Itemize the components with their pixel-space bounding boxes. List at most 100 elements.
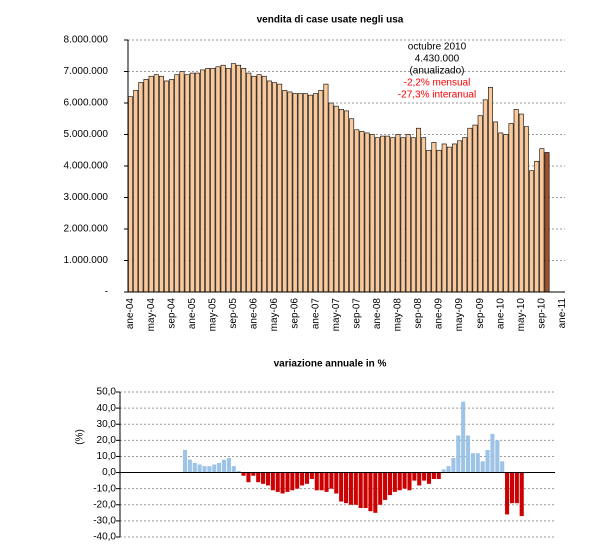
bar bbox=[179, 71, 185, 293]
bar bbox=[314, 472, 319, 491]
x-tick-label: sep-09 bbox=[475, 298, 486, 329]
bar bbox=[265, 472, 271, 486]
x-tick-label: may-10 bbox=[516, 298, 527, 332]
bar bbox=[246, 472, 251, 483]
bar bbox=[359, 131, 365, 293]
bar bbox=[364, 132, 370, 293]
bar bbox=[251, 75, 257, 293]
bar bbox=[500, 461, 505, 473]
bar bbox=[518, 113, 524, 293]
bar bbox=[241, 472, 246, 476]
y-tick-label: 8.000.000 bbox=[64, 35, 109, 46]
x-tick-label: ane-04 bbox=[125, 298, 136, 330]
y-tick-label: 2.000.000 bbox=[64, 224, 109, 235]
bar bbox=[202, 466, 207, 473]
bar bbox=[508, 123, 514, 293]
bar bbox=[505, 472, 510, 515]
x-tick-label: sep-08 bbox=[413, 298, 424, 329]
bar bbox=[148, 75, 154, 293]
bar bbox=[467, 127, 473, 293]
bar bbox=[509, 472, 515, 504]
bar bbox=[319, 472, 324, 491]
y-axis-label: (%) bbox=[75, 429, 86, 445]
bar bbox=[220, 64, 226, 293]
bar bbox=[197, 464, 202, 473]
y-tick-label: 30,0 bbox=[97, 419, 117, 430]
chart-title: vendita di case usate negli usa bbox=[257, 15, 404, 26]
bar bbox=[358, 472, 363, 508]
x-tick-label: may-09 bbox=[454, 298, 465, 332]
bar bbox=[380, 135, 385, 293]
bar bbox=[192, 462, 197, 473]
y-tick-label: 20,0 bbox=[97, 435, 117, 446]
bar bbox=[503, 134, 509, 293]
bar bbox=[513, 109, 519, 293]
bar bbox=[215, 66, 221, 293]
bar bbox=[164, 80, 170, 293]
bar bbox=[385, 135, 391, 293]
annotation: 4.430.000 bbox=[415, 54, 460, 65]
x-tick-label: may-07 bbox=[331, 298, 342, 332]
bar bbox=[446, 146, 452, 293]
y-tick-label: - bbox=[105, 287, 108, 298]
bar bbox=[338, 109, 344, 293]
bar bbox=[187, 459, 192, 473]
bar bbox=[495, 440, 500, 473]
bar bbox=[236, 64, 241, 293]
bar bbox=[368, 472, 373, 512]
y-tick-label: 7.000.000 bbox=[64, 66, 109, 77]
bar bbox=[457, 140, 463, 293]
bar bbox=[353, 472, 358, 505]
bar bbox=[363, 472, 368, 508]
bar bbox=[328, 102, 334, 293]
annotation: (anualizado) bbox=[409, 66, 464, 77]
bar bbox=[143, 79, 149, 293]
x-tick-label: may-06 bbox=[269, 298, 280, 332]
bar bbox=[498, 132, 504, 293]
bar bbox=[285, 472, 290, 492]
bar bbox=[383, 472, 388, 500]
bar bbox=[230, 63, 236, 293]
x-tick-label: may-05 bbox=[207, 298, 218, 332]
bar bbox=[200, 69, 206, 293]
bar bbox=[487, 86, 493, 293]
bar bbox=[431, 142, 437, 293]
bar bbox=[402, 472, 407, 489]
bar bbox=[407, 472, 412, 491]
x-tick-label: may-08 bbox=[393, 298, 404, 332]
bar bbox=[309, 472, 314, 479]
bar bbox=[275, 472, 280, 492]
bar bbox=[390, 137, 396, 293]
bar bbox=[534, 160, 540, 293]
bar bbox=[295, 472, 300, 489]
bar bbox=[128, 96, 134, 293]
bar bbox=[324, 472, 329, 492]
bar bbox=[282, 90, 288, 293]
bar bbox=[465, 435, 471, 473]
bar bbox=[323, 83, 329, 293]
bar bbox=[256, 472, 261, 483]
bar bbox=[451, 458, 456, 473]
bar bbox=[480, 461, 485, 473]
bar bbox=[544, 152, 550, 293]
bar bbox=[485, 450, 490, 473]
bar bbox=[236, 470, 241, 473]
bar bbox=[441, 143, 447, 293]
y-tick-label: 4.000.000 bbox=[64, 161, 109, 172]
bar bbox=[246, 72, 252, 293]
x-tick-label: sep-06 bbox=[290, 298, 301, 329]
annotation: -2,2% mensual bbox=[404, 78, 471, 89]
y-tick-label: 50,0 bbox=[97, 387, 117, 398]
bar bbox=[221, 459, 227, 473]
x-tick-label: sep-05 bbox=[228, 298, 239, 329]
x-tick-label: sep-07 bbox=[351, 298, 362, 329]
bar bbox=[153, 74, 159, 293]
annotation: -27,3% interanual bbox=[398, 90, 476, 101]
bar bbox=[416, 127, 421, 293]
bar bbox=[421, 137, 427, 293]
bar bbox=[519, 472, 524, 517]
bar bbox=[174, 74, 180, 293]
x-tick-label: ane-10 bbox=[495, 298, 506, 330]
bar bbox=[297, 93, 303, 293]
bar bbox=[339, 472, 344, 502]
